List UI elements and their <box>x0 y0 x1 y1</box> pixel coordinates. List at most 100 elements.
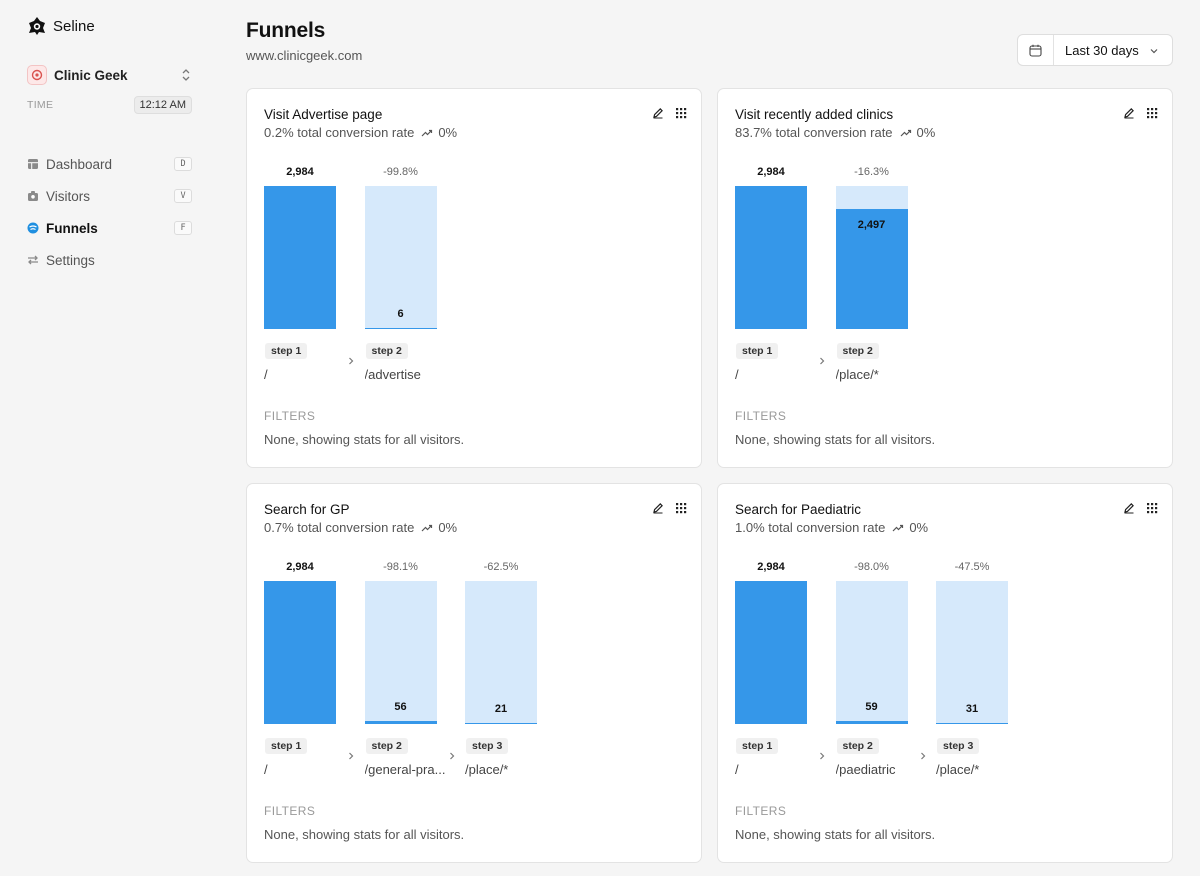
bar-dropoff: -47.5% <box>954 561 990 573</box>
funnel-title: Visit Advertise page <box>264 107 383 122</box>
time-value: 12:12 AM <box>133 96 192 114</box>
date-range-picker[interactable]: Last 30 days <box>1017 34 1173 66</box>
bar-count: 2,984 <box>757 166 785 178</box>
grid-dots-icon <box>676 108 687 119</box>
pencil-icon <box>1124 108 1134 119</box>
bar-background <box>835 581 908 724</box>
brand-name: Seline <box>53 17 95 35</box>
funnel-bar[interactable] <box>735 581 807 724</box>
funnel-bar[interactable] <box>735 186 807 329</box>
bar-count: 31 <box>965 702 979 715</box>
bar-background <box>465 581 537 724</box>
edit-button[interactable] <box>652 107 664 119</box>
sidebar-item-visitors[interactable]: Visitors V <box>27 180 192 212</box>
funnel-title: Search for GP <box>264 502 350 517</box>
trend-up-icon <box>900 129 911 136</box>
bar-count: 21 <box>494 702 508 715</box>
bar-dropoff: -98.0% <box>854 561 889 573</box>
site-selector[interactable]: Clinic Geek <box>27 65 191 85</box>
filters-label: FILTERS <box>735 409 787 423</box>
funnel-title: Visit recently added clinics <box>735 107 894 122</box>
filters-label: FILTERS <box>735 804 787 818</box>
sidebar-nav: Dashboard D Visitors V Funnels F Setting… <box>27 148 192 276</box>
pencil-icon <box>653 503 663 514</box>
conversion-rate: 0.7% total conversion rate 0% <box>264 520 457 535</box>
step-path: /place/* <box>465 762 509 777</box>
step-badge: step 2 <box>836 343 879 359</box>
funnel-bar[interactable] <box>364 327 437 329</box>
sidebar-item-label: Dashboard <box>46 156 113 172</box>
step-path: /advertise <box>364 367 421 382</box>
step-path: / <box>264 762 268 777</box>
calendar-icon <box>1029 44 1042 57</box>
shortcut-key: V <box>174 189 192 203</box>
funnel-bar[interactable] <box>364 721 437 724</box>
funnel-bar[interactable] <box>264 581 336 724</box>
drag-handle-button[interactable] <box>675 107 687 119</box>
seline-logo-icon <box>29 17 45 35</box>
drag-handle-button[interactable] <box>1146 107 1158 119</box>
funnel-bar[interactable] <box>465 722 537 724</box>
step-badge: step 3 <box>937 738 980 754</box>
page-subtitle: www.clinicgeek.com <box>246 48 363 63</box>
grid-dots-icon <box>1147 503 1158 514</box>
trend-value: 0% <box>438 520 458 535</box>
step-path: /place/* <box>835 367 879 382</box>
sidebar-item-label: Funnels <box>46 220 98 236</box>
bar-count: 6 <box>397 307 404 320</box>
step-badge: step 1 <box>265 738 308 754</box>
drag-handle-button[interactable] <box>1146 502 1158 514</box>
trend-value: 0% <box>438 125 458 140</box>
bar-background <box>364 581 437 724</box>
calendar-button[interactable] <box>1018 35 1054 65</box>
funnel-bar[interactable] <box>936 722 1008 724</box>
chevron-right-icon <box>920 752 925 760</box>
bar-count: 59 <box>865 701 878 714</box>
funnel-bar[interactable] <box>835 721 908 724</box>
conversion-rate-text: 0.7% total conversion rate <box>264 520 415 535</box>
bar-count: 56 <box>394 701 407 714</box>
sidebar-item-funnels[interactable]: Funnels F <box>27 212 192 244</box>
time-row: TIME 12:12 AM <box>27 96 192 114</box>
edit-button[interactable] <box>652 502 664 514</box>
step-path: /place/* <box>936 762 980 777</box>
conversion-rate: 83.7% total conversion rate 0% <box>735 125 935 140</box>
chevron-right-icon <box>449 752 454 760</box>
chevron-right-icon <box>820 357 825 365</box>
funnel-title: Search for Paediatric <box>735 502 862 517</box>
filters-text: None, showing stats for all visitors. <box>735 432 936 447</box>
bar-dropoff: -98.1% <box>383 561 418 573</box>
funnel-card: Visit recently added clinics 83.7% total … <box>717 88 1173 468</box>
shortcut-key: D <box>174 157 192 171</box>
step-badge: step 1 <box>736 738 779 754</box>
bar-dropoff: -16.3% <box>854 166 889 178</box>
bar-background <box>936 581 1008 724</box>
filters-text: None, showing stats for all visitors. <box>264 432 465 447</box>
trend-value: 0% <box>916 125 936 140</box>
chevron-down-icon <box>1150 49 1158 54</box>
funnel-bar[interactable] <box>835 209 908 329</box>
chevron-right-icon <box>820 752 825 760</box>
sidebar-item-settings[interactable]: Settings <box>27 244 192 276</box>
chevron-up-down-icon <box>182 69 190 81</box>
site-favicon-icon <box>27 65 47 85</box>
sidebar-item-label: Settings <box>46 252 95 268</box>
sidebar-item-label: Visitors <box>46 188 91 204</box>
edit-button[interactable] <box>1123 502 1135 514</box>
bar-dropoff: -62.5% <box>483 561 519 573</box>
brand[interactable]: Seline <box>27 16 95 36</box>
page-title: Funnels <box>246 19 326 42</box>
sidebar-item-dashboard[interactable]: Dashboard D <box>27 148 192 180</box>
bar-dropoff: -99.8% <box>383 166 418 178</box>
funnel-bar[interactable] <box>264 186 336 329</box>
conversion-rate-text: 83.7% total conversion rate <box>735 125 893 140</box>
card-actions <box>1123 502 1158 514</box>
step-path: / <box>735 762 739 777</box>
bar-count: 2,984 <box>286 166 314 178</box>
edit-button[interactable] <box>1123 107 1135 119</box>
step-badge: step 2 <box>365 343 408 359</box>
drag-handle-button[interactable] <box>675 502 687 514</box>
funnel-card: Search for GP 0.7% total conversion rate 0… <box>246 483 702 863</box>
trend-up-icon <box>421 524 433 531</box>
chevron-right-icon <box>349 752 354 760</box>
